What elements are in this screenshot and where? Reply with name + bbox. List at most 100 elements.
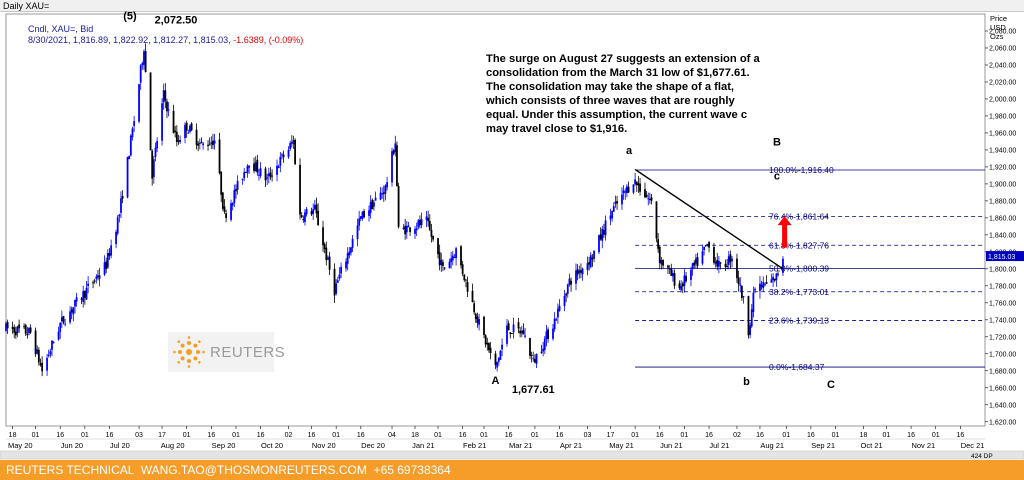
candle-body — [62, 315, 65, 323]
candle-body — [23, 326, 25, 328]
candle-body — [752, 292, 755, 312]
candle-body — [716, 259, 719, 267]
candle-body — [522, 329, 525, 335]
y-tick-label: 1,620.00 — [989, 419, 1016, 426]
candle-body — [282, 154, 285, 158]
candle-body — [271, 175, 274, 177]
candle-body — [103, 262, 106, 275]
candle-body — [762, 282, 765, 289]
candle-body — [717, 260, 720, 267]
candle-body — [777, 273, 779, 275]
candle-body — [6, 322, 9, 329]
candle-body — [289, 142, 292, 149]
candle-body — [681, 283, 684, 287]
x-month-label: May 21 — [609, 441, 634, 450]
candle-body — [497, 358, 500, 362]
trendline — [634, 168, 784, 270]
candle-body — [52, 342, 55, 344]
candle-body — [167, 109, 170, 111]
candle-body — [645, 194, 648, 198]
y-tick-label: 1,920.00 — [989, 164, 1016, 171]
x-day-label: 16 — [56, 432, 64, 439]
target-arrow-head — [777, 216, 792, 226]
quote-values: 8/30/2021, 1,816.89, 1,822.92, 1,812.27,… — [28, 35, 234, 45]
footer-email[interactable]: WANG.TAO@THOSMONREUTERS.COM — [140, 463, 367, 477]
candle-body — [432, 235, 434, 240]
x-day-label: 03 — [584, 432, 592, 439]
candle-body — [558, 305, 561, 311]
candle-body — [650, 197, 653, 201]
candle-body — [83, 291, 86, 298]
footer-brand: REUTERS TECHNICAL — [6, 463, 135, 477]
x-month-label: Oct 20 — [261, 441, 283, 450]
candle-body — [486, 342, 489, 345]
candle-body — [417, 220, 420, 228]
candle-body — [152, 159, 155, 178]
candle-body — [519, 330, 522, 334]
candle-body — [72, 307, 75, 315]
candle-body — [264, 168, 267, 181]
price-unit-label: Price USD Ozs — [990, 14, 1007, 41]
candle-body — [404, 225, 407, 235]
candle-body — [407, 225, 410, 228]
wave-label: a — [626, 145, 633, 157]
candle-body — [524, 335, 526, 337]
x-month-label: Sep 20 — [212, 441, 236, 450]
candle-body — [340, 266, 342, 274]
candle-body — [39, 363, 42, 365]
candle-body — [476, 316, 479, 323]
candle-body — [300, 215, 303, 218]
x-day-label: 01 — [631, 432, 639, 439]
candle-body — [359, 216, 362, 219]
candle-body — [129, 135, 132, 156]
candle-body — [747, 296, 750, 336]
candle-body — [358, 218, 361, 226]
candle-body — [742, 296, 745, 298]
candle-body — [381, 193, 384, 195]
candle-body — [386, 182, 388, 188]
candle-body — [680, 285, 683, 291]
y-tick-label: 1,780.00 — [989, 283, 1016, 290]
candle-body — [729, 254, 732, 263]
candle-body — [713, 246, 715, 263]
wave-label: (5) — [123, 10, 137, 22]
candle-body — [369, 202, 372, 213]
x-day-label: 03 — [135, 432, 143, 439]
candle-body — [609, 215, 612, 220]
x-day-label: 01 — [883, 432, 891, 439]
candle-body — [437, 238, 439, 255]
candle-body — [543, 338, 546, 350]
candle-body — [126, 156, 129, 198]
x-day-label: 01 — [932, 432, 940, 439]
candle-body — [70, 309, 73, 313]
price-chart[interactable]: 1,620.00 1,640.00 1,660.00 1,680.00 1,700.00… — [0, 0, 1024, 460]
y-tick-label: 2,020.00 — [989, 79, 1016, 86]
candle-body — [512, 324, 515, 333]
candle-body — [75, 297, 78, 302]
candle-body — [440, 259, 443, 266]
candle-body — [128, 155, 131, 160]
y-tick-label: 1,940.00 — [989, 147, 1016, 154]
candle-body — [221, 192, 224, 209]
candle-body — [691, 263, 694, 270]
candle-body — [110, 245, 113, 256]
candle-body — [488, 342, 490, 351]
candle-body — [151, 150, 154, 179]
candle-body — [483, 316, 485, 336]
quote-line: 8/30/2021, 1,816.89, 1,822.92, 1,812.27,… — [28, 35, 303, 45]
x-day-label: 01 — [832, 432, 840, 439]
candle-body — [361, 211, 364, 219]
candle-body — [138, 84, 140, 122]
candle-body — [499, 350, 502, 360]
candle-body — [529, 338, 531, 356]
candle-body — [177, 140, 180, 142]
chart-scrollbar[interactable] — [0, 450, 1024, 460]
candle-body — [604, 220, 607, 236]
candle-body — [394, 143, 397, 153]
candle-body — [405, 226, 408, 233]
candle-body — [461, 264, 464, 274]
wave-label: c — [774, 171, 780, 183]
x-day-label: 16 — [907, 432, 915, 439]
candle-body — [69, 311, 71, 323]
candle-body — [708, 242, 710, 248]
